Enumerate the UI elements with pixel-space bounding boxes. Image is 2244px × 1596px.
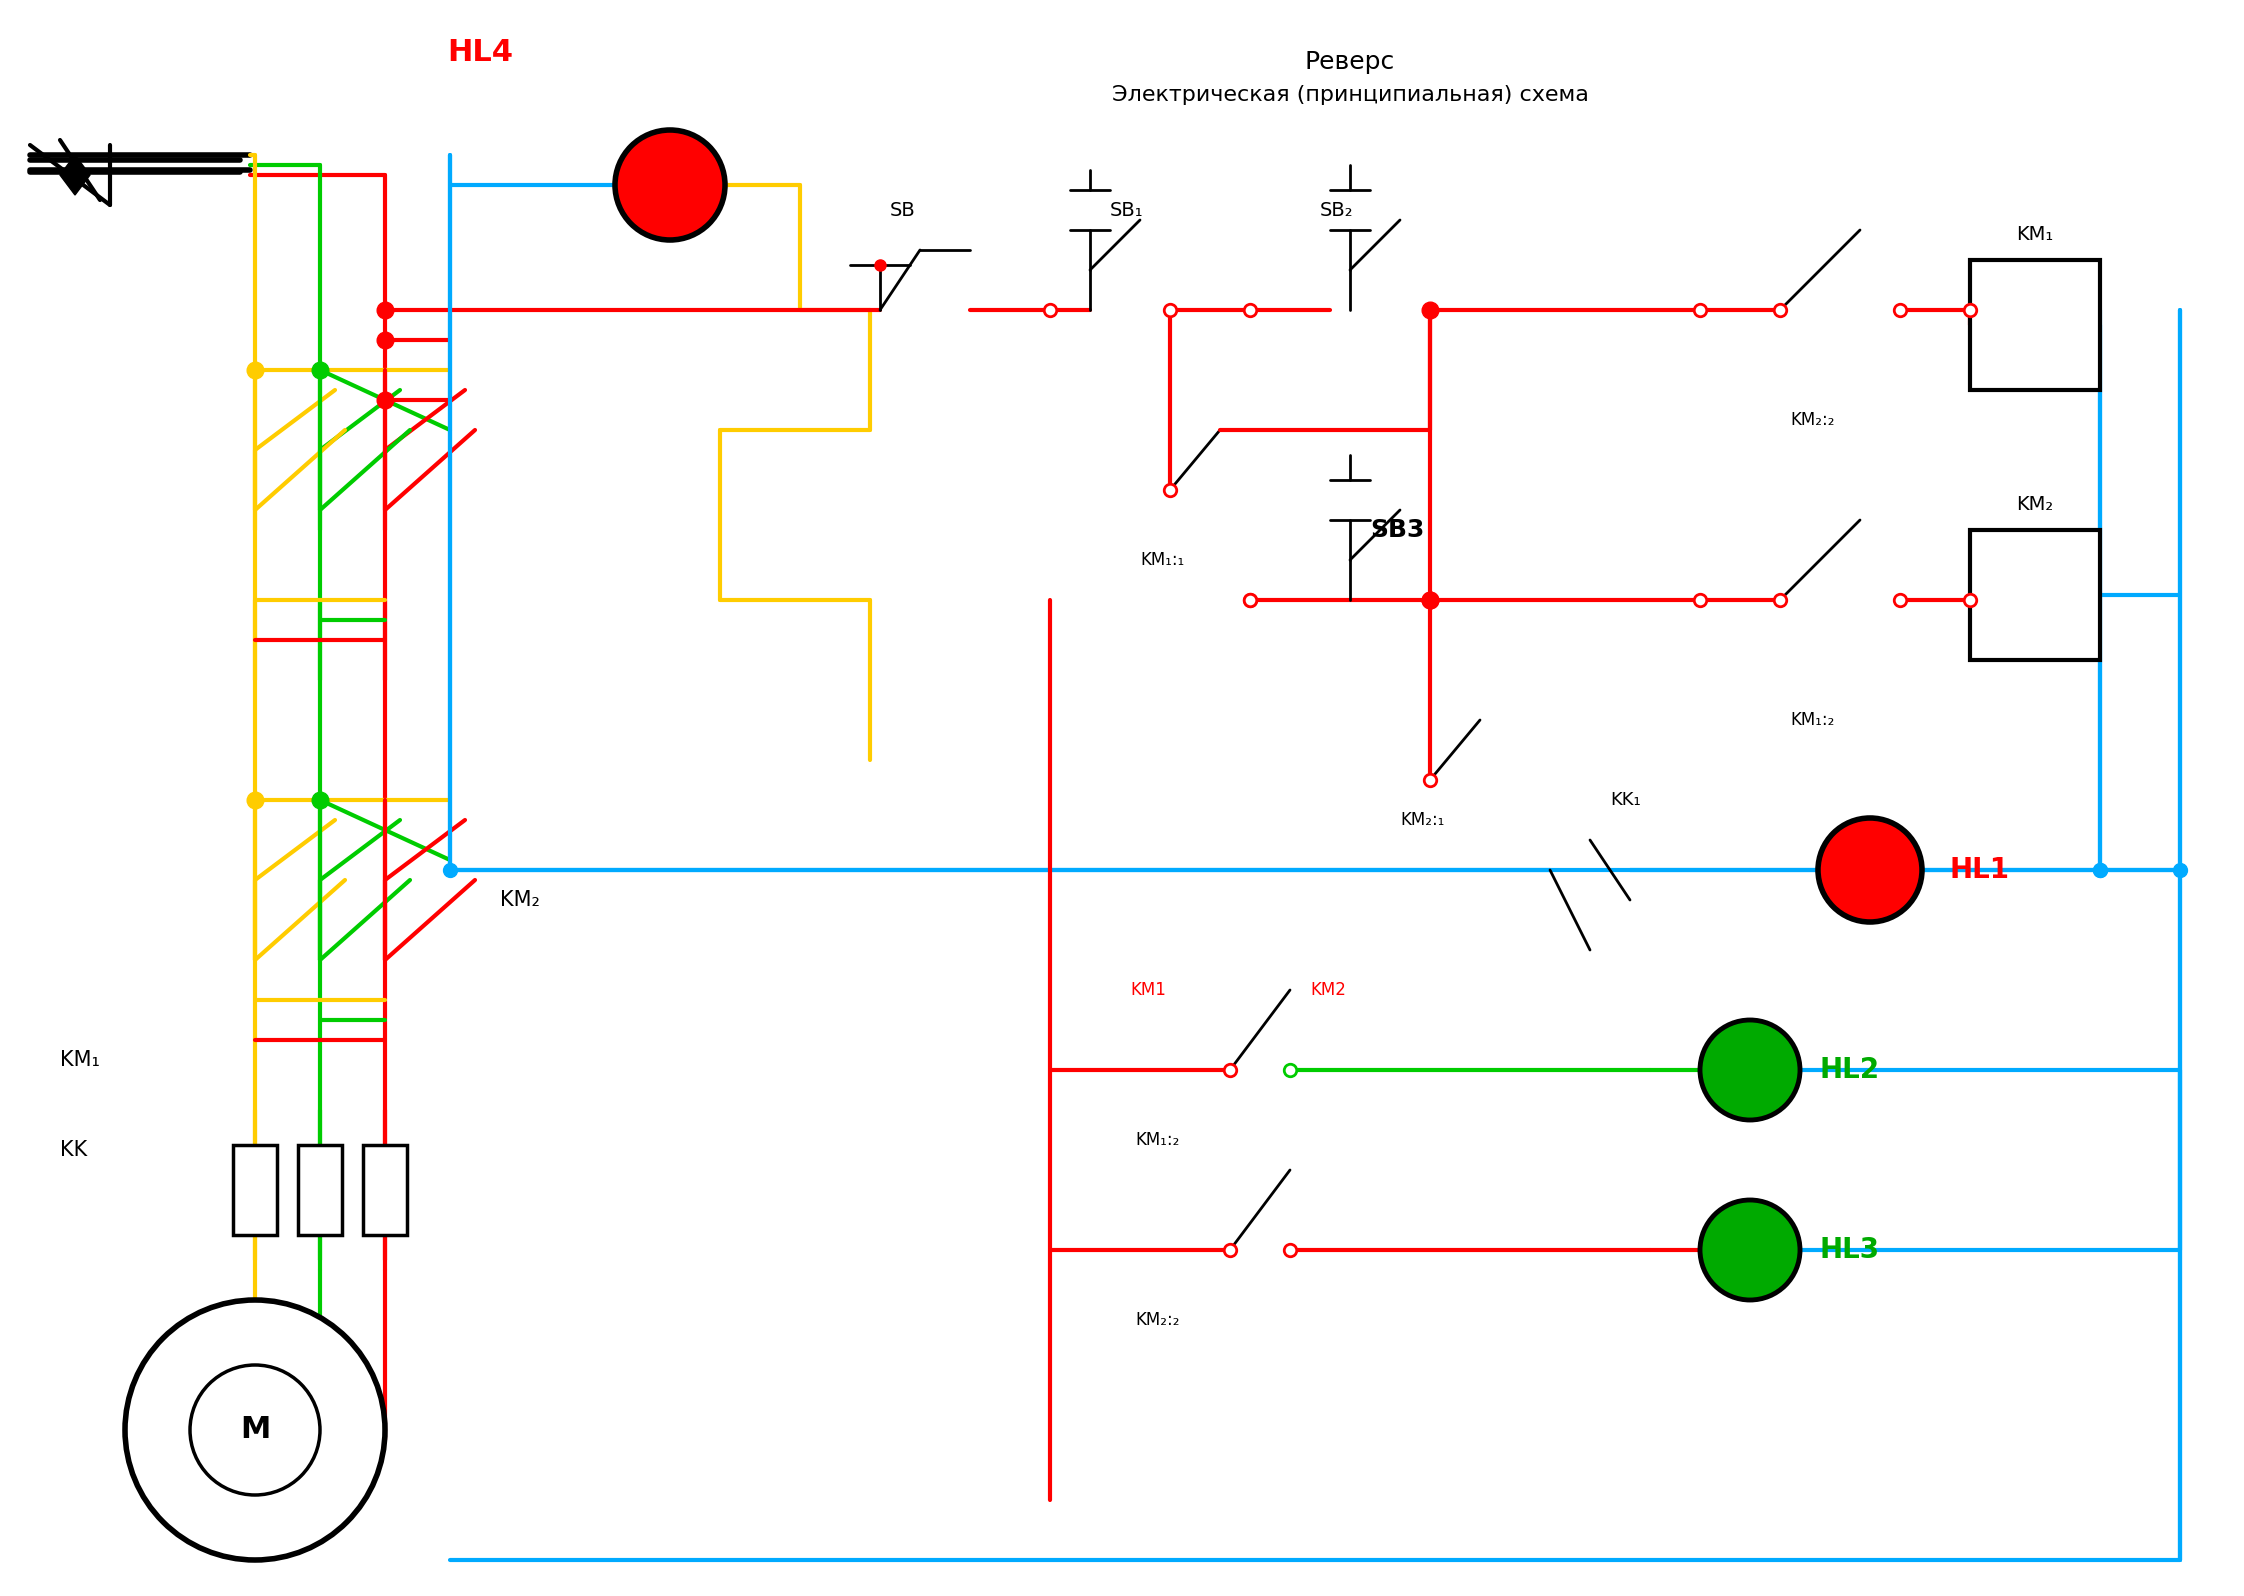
Text: Реверс: Реверс [1304,49,1396,73]
Bar [298,1144,341,1235]
Text: KM₂:₁: KM₂:₁ [1400,811,1445,828]
Text: SB3: SB3 [1371,519,1425,543]
Bar [1970,530,2100,661]
Text: KM₂:₂: KM₂:₂ [1135,1310,1180,1329]
Text: KM2: KM2 [1310,982,1346,999]
Text: SB₁: SB₁ [1111,201,1144,220]
Text: HL3: HL3 [1820,1235,1880,1264]
Text: KM₁:₁: KM₁:₁ [1140,551,1185,570]
Text: HL4: HL4 [447,38,514,67]
Polygon shape [61,155,90,195]
Text: KK: KK [61,1140,88,1160]
Text: KM₁:₂: KM₁:₂ [1791,710,1833,729]
Text: M: M [240,1416,269,1444]
Text: KM₁: KM₁ [61,1050,101,1069]
Text: HL2: HL2 [1820,1057,1880,1084]
Circle shape [191,1365,321,1495]
Text: KM₂: KM₂ [500,891,541,910]
Text: KM1: KM1 [1131,982,1167,999]
Circle shape [615,129,725,239]
Circle shape [126,1301,386,1559]
Bar [233,1144,276,1235]
Bar [1970,260,2100,389]
Text: KK₁: KK₁ [1609,792,1640,809]
Text: HL1: HL1 [1950,855,2011,884]
Text: KM₂: KM₂ [2017,495,2053,514]
Text: SB₂: SB₂ [1319,201,1353,220]
Circle shape [1818,819,1923,922]
Text: KM₁:₂: KM₁:₂ [1135,1132,1180,1149]
Circle shape [1701,1020,1800,1120]
Text: Электрическая (принципиальная) схема: Электрическая (принципиальная) схема [1111,85,1589,105]
Text: SB: SB [891,201,916,220]
Text: KM₂:₂: KM₂:₂ [1791,412,1836,429]
Circle shape [1701,1200,1800,1301]
Bar [364,1144,406,1235]
Text: KM₁: KM₁ [2017,225,2053,244]
